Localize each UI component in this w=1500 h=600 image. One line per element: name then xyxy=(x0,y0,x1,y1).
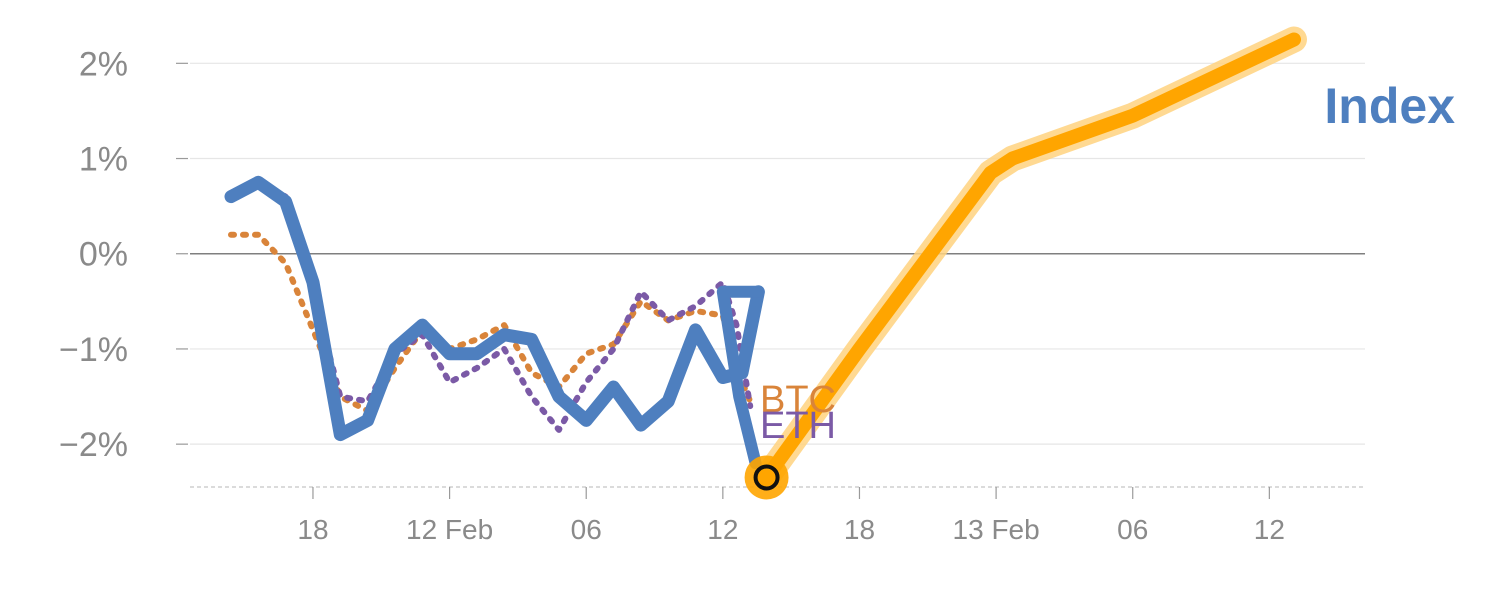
x-tick-label-2: 06 xyxy=(571,514,602,545)
series-labels: BTC ETH Index xyxy=(760,78,1455,447)
x-tick-label-3: 12 xyxy=(707,514,738,545)
y-axis: 2% 1% 0% −1% −2% xyxy=(59,45,188,464)
y-tick-label-2: 0% xyxy=(79,236,128,274)
y-tick-label-1: 1% xyxy=(79,141,128,179)
x-axis: 18 12 Feb 06 12 18 13 Feb 06 12 xyxy=(190,486,1365,545)
x-tick-label-6: 06 xyxy=(1117,514,1148,545)
x-tick-label-4: 18 xyxy=(844,514,875,545)
index-projection-line xyxy=(759,32,1301,485)
index-line-tail xyxy=(716,285,765,470)
y-tick-label-0: 2% xyxy=(79,45,128,83)
y-tick-label-4: −2% xyxy=(59,426,128,464)
x-tick-label-1: 12 Feb xyxy=(406,514,493,545)
x-tick-label-0: 18 xyxy=(297,514,328,545)
series-lines xyxy=(224,26,1307,500)
y-tick-label-3: −1% xyxy=(59,331,128,369)
x-tick-label-5: 13 Feb xyxy=(953,514,1040,545)
x-tick-label-7: 12 xyxy=(1254,514,1285,545)
index-projection-halo xyxy=(753,26,1307,491)
series-label-index: Index xyxy=(1324,78,1455,134)
series-label-btc: BTC xyxy=(760,379,836,421)
series-label-eth: ETH xyxy=(760,405,836,447)
index-line xyxy=(224,175,765,442)
btc-line xyxy=(228,231,754,414)
current-point-marker xyxy=(753,464,780,491)
